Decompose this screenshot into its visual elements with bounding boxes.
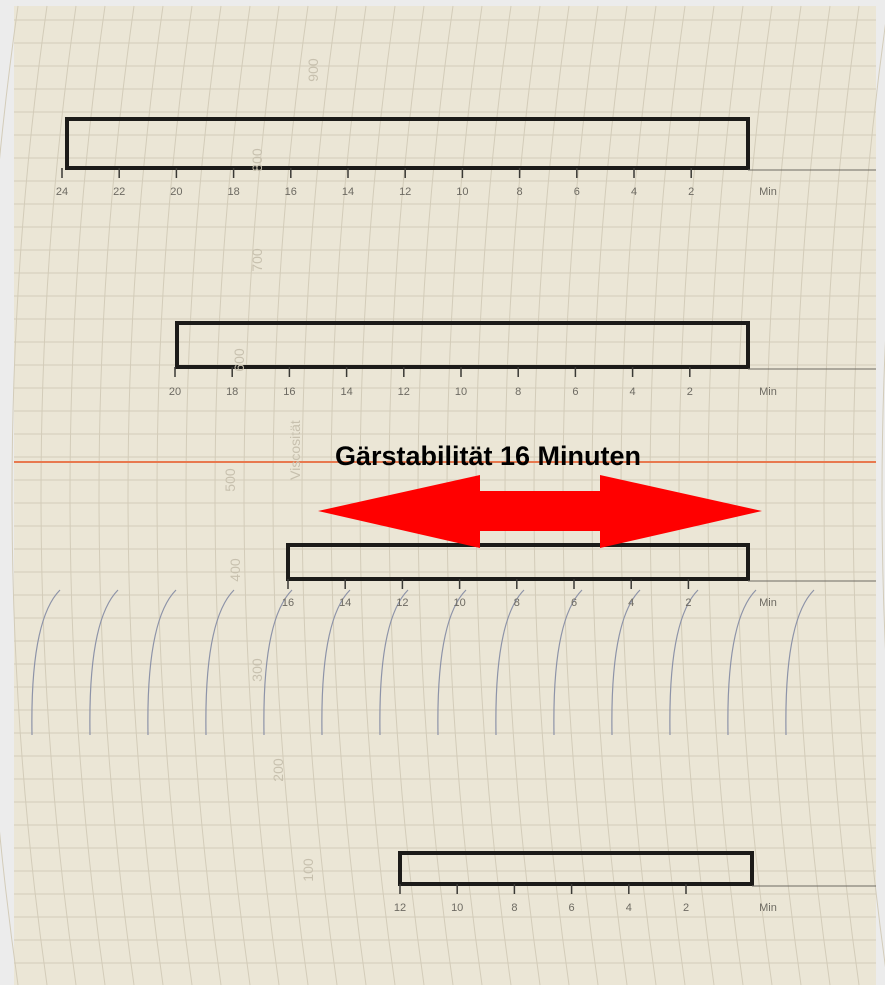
tick-label: 18 xyxy=(227,186,239,198)
tick-label: 2 xyxy=(687,386,693,398)
tick-label: 14 xyxy=(342,186,354,198)
tick-label: 16 xyxy=(285,186,297,198)
unit-label: Min xyxy=(759,597,777,609)
tick-label: 24 xyxy=(56,186,68,198)
tick-label: 18 xyxy=(226,386,238,398)
tick-label: 12 xyxy=(396,597,408,609)
tick-label: 20 xyxy=(169,386,181,398)
unit-label: Min xyxy=(759,386,777,398)
paper-caption: Viscosität xyxy=(287,420,303,480)
tick-label: 12 xyxy=(399,186,411,198)
paper-label: 800 xyxy=(249,148,265,172)
tick-label: 20 xyxy=(170,186,182,198)
unit-label: Min xyxy=(759,186,777,198)
tick-label: 4 xyxy=(628,597,634,609)
tick-label: 12 xyxy=(398,386,410,398)
tick-label: 10 xyxy=(456,186,468,198)
paper-label: 200 xyxy=(270,758,286,782)
tick-label: 4 xyxy=(631,186,637,198)
tick-label: 8 xyxy=(514,597,520,609)
paper-label: 100 xyxy=(300,858,316,882)
paper-label: 600 xyxy=(231,348,247,372)
paper-label: 400 xyxy=(227,558,243,582)
paper-label: 300 xyxy=(249,658,265,682)
tick-label: 8 xyxy=(515,386,521,398)
paper-label: 900 xyxy=(305,58,321,82)
tick-label: 4 xyxy=(630,386,636,398)
annotation: Gärstabilität 16 Minuten xyxy=(335,441,641,471)
tick-label: 16 xyxy=(282,597,294,609)
tick-label: 10 xyxy=(451,902,463,914)
unit-label: Min xyxy=(759,902,777,914)
tick-label: 6 xyxy=(572,386,578,398)
tick-label: 2 xyxy=(688,186,694,198)
tick-label: 6 xyxy=(571,597,577,609)
tick-label: 2 xyxy=(685,597,691,609)
photo: 24222018161412108642Min2018161412108642M… xyxy=(0,0,885,985)
tick-label: 6 xyxy=(574,186,580,198)
tick-label: 14 xyxy=(340,386,352,398)
tick-label: 22 xyxy=(113,186,125,198)
tick-label: 8 xyxy=(511,902,517,914)
tick-label: 6 xyxy=(569,902,575,914)
tick-label: 8 xyxy=(517,186,523,198)
tick-label: 14 xyxy=(339,597,351,609)
paper-label: 700 xyxy=(249,248,265,272)
tick-label: 2 xyxy=(683,902,689,914)
tick-label: 4 xyxy=(626,902,632,914)
tick-label: 12 xyxy=(394,902,406,914)
tick-label: 10 xyxy=(455,386,467,398)
tick-label: 10 xyxy=(453,597,465,609)
tick-label: 16 xyxy=(283,386,295,398)
paper-label: 500 xyxy=(222,468,238,492)
